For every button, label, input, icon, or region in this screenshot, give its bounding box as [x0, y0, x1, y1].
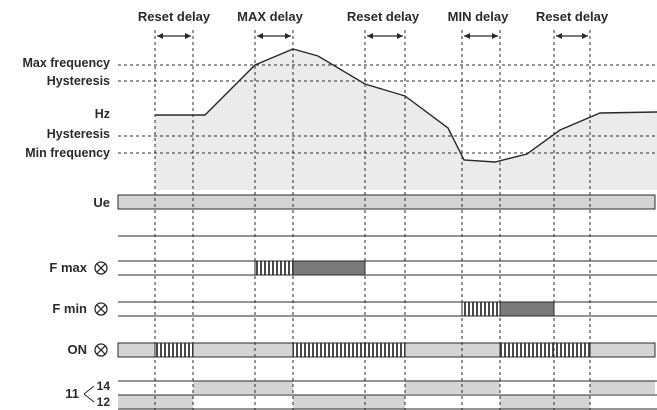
label-max-frequency: Max frequency: [22, 56, 110, 70]
label-contact-12: 12: [97, 395, 111, 409]
arrow-reset-delay-2: [367, 33, 403, 39]
label-ue: Ue: [93, 195, 110, 210]
contact-14-seg-1: [193, 381, 293, 394]
label-contact-14: 14: [97, 379, 111, 393]
label-relay-11: 11: [65, 386, 79, 401]
fmin-active-block: [499, 301, 555, 317]
contact-14-seg-3: [590, 381, 655, 394]
label-f-min: F min: [52, 301, 87, 316]
contact-bracket: [83, 385, 95, 403]
label-hysteresis-upper: Hysteresis: [47, 74, 110, 88]
label-hz: Hz: [95, 107, 110, 121]
label-max-delay: MAX delay: [237, 9, 304, 24]
label-reset-delay-2: Reset delay: [347, 9, 420, 24]
frequency-area: [155, 49, 657, 190]
fmin-row: [118, 301, 657, 317]
fmax-delay-hatch: [254, 260, 294, 276]
on-row: [117, 342, 656, 358]
frequency-labels: Max frequency Hysteresis Hz Hysteresis M…: [22, 56, 110, 160]
row-labels: Ue F max F min ON 11 14 12: [49, 195, 110, 409]
arrow-reset-delay-3: [556, 33, 588, 39]
contact-14-seg-2: [405, 381, 500, 394]
fmax-row: [118, 260, 657, 276]
circled-x-icon: [94, 302, 108, 316]
arrow-reset-delay-1: [157, 33, 191, 39]
circled-x-icon: [94, 261, 108, 275]
circled-x-icon: [94, 343, 108, 357]
ue-band: [117, 194, 656, 210]
label-f-max: F max: [49, 260, 87, 275]
arrow-min-delay: [464, 33, 498, 39]
on-hatch-3: [499, 342, 591, 358]
on-hatch-2: [292, 342, 406, 358]
on-reset-hatch-1: [154, 342, 194, 358]
top-labels: Reset delay MAX delay Reset delay MIN de…: [138, 9, 609, 24]
relay-rows: [118, 380, 657, 410]
fmax-active-block: [292, 260, 366, 276]
label-reset-delay-3: Reset delay: [536, 9, 609, 24]
arrow-max-delay: [257, 33, 291, 39]
fmin-delay-hatch: [461, 301, 501, 317]
delay-arrows: [157, 33, 588, 39]
label-reset-delay-1: Reset delay: [138, 9, 211, 24]
contact-12-seg-2: [293, 395, 405, 409]
ue-row: [117, 194, 656, 210]
label-min-frequency: Min frequency: [25, 146, 110, 160]
label-min-delay: MIN delay: [448, 9, 509, 24]
contact-12-seg-3: [500, 395, 590, 409]
label-on: ON: [68, 342, 88, 357]
label-hysteresis-lower: Hysteresis: [47, 127, 110, 141]
